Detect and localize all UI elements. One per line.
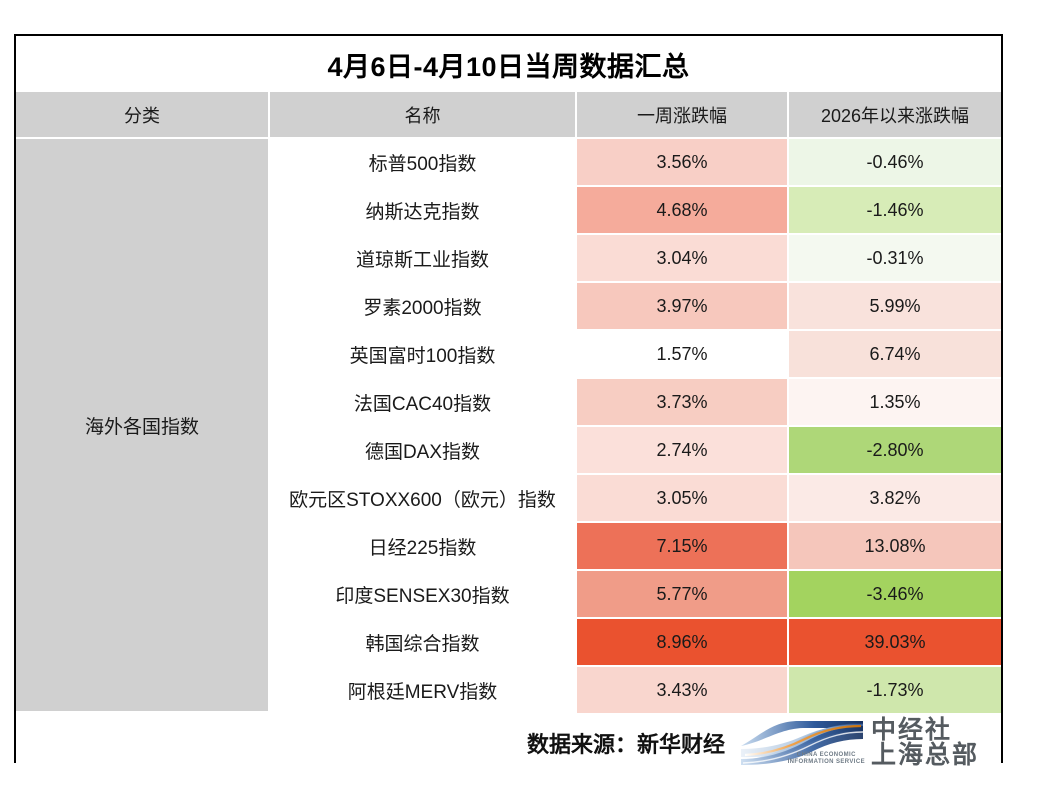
- index-name-cell: 韩国综合指数: [270, 619, 577, 667]
- table-row: 阿根廷MERV指数 3.43% -1.73%: [16, 667, 1001, 713]
- table-row: 法国CAC40指数 3.73% 1.35%: [16, 379, 1001, 427]
- ytd-change-cell: 39.03%: [789, 619, 1001, 667]
- summary-table-card: 4月6日-4月10日当周数据汇总 分类 名称 一周涨跌幅 2026年以来涨跌幅 …: [14, 34, 1003, 773]
- weekly-change-cell: 3.73%: [577, 379, 789, 427]
- ytd-change-cell: 6.74%: [789, 331, 1001, 379]
- ytd-change-cell: -0.31%: [789, 235, 1001, 283]
- index-name-cell: 印度SENSEX30指数: [270, 571, 577, 619]
- weekly-change-cell: 4.68%: [577, 187, 789, 235]
- table-row: 欧元区STOXX600（欧元）指数 3.05% 3.82%: [16, 475, 1001, 523]
- index-name-cell: 日经225指数: [270, 523, 577, 571]
- ytd-change-cell: -0.46%: [789, 139, 1001, 187]
- weekly-change-cell: 3.43%: [577, 667, 789, 713]
- index-name-cell: 纳斯达克指数: [270, 187, 577, 235]
- column-header-week: 一周涨跌幅: [577, 92, 789, 139]
- table-row: 印度SENSEX30指数 5.77% -3.46%: [16, 571, 1001, 619]
- table-row: 纳斯达克指数 4.68% -1.46%: [16, 187, 1001, 235]
- table-row: 道琼斯工业指数 3.04% -0.31%: [16, 235, 1001, 283]
- table-row: 海外各国指数 标普500指数 3.56% -0.46%: [16, 139, 1001, 713]
- weekly-change-cell: 3.04%: [577, 235, 789, 283]
- column-header-name: 名称: [270, 92, 577, 139]
- table-row: 德国DAX指数 2.74% -2.80%: [16, 427, 1001, 475]
- publisher-logo: CHINA ECONOMIC INFORMATION SERVICE 中经社 上…: [739, 715, 979, 769]
- table-row: 日经225指数 7.15% 13.08%: [16, 523, 1001, 571]
- weekly-change-cell: 3.56%: [577, 139, 789, 187]
- logo-cn-line1: 中经社: [870, 715, 952, 744]
- index-name-cell: 英国富时100指数: [270, 331, 577, 379]
- ytd-change-cell: -1.73%: [789, 667, 1001, 713]
- table-header: 分类 名称 一周涨跌幅 2026年以来涨跌幅: [16, 92, 1001, 139]
- ytd-change-cell: 5.99%: [789, 283, 1001, 331]
- index-name-cell: 道琼斯工业指数: [270, 235, 577, 283]
- logo-chinese-text: 中经社 上海总部: [870, 715, 979, 769]
- index-name-cell: 德国DAX指数: [270, 427, 577, 475]
- weekly-change-cell: 5.77%: [577, 571, 789, 619]
- category-cell: 海外各国指数: [16, 139, 270, 713]
- index-name-cell: 标普500指数: [270, 139, 577, 187]
- ytd-change-cell: -3.46%: [789, 571, 1001, 619]
- footer-row: 数据来源：新华财经: [16, 713, 1001, 773]
- ytd-change-cell: -2.80%: [789, 427, 1001, 475]
- market-summary-table: 分类 名称 一周涨跌幅 2026年以来涨跌幅 海外各国指数 标普500指数 3.56…: [16, 92, 1001, 713]
- weekly-change-cell: 8.96%: [577, 619, 789, 667]
- weekly-change-cell: 3.97%: [577, 283, 789, 331]
- table-row: 罗素2000指数 3.97% 5.99%: [16, 283, 1001, 331]
- table-row: 韩国综合指数 8.96% 39.03%: [16, 619, 1001, 667]
- ytd-change-cell: 1.35%: [789, 379, 1001, 427]
- weekly-change-cell: 3.05%: [577, 475, 789, 523]
- logo-en-line1: CHINA ECONOMIC: [796, 752, 856, 758]
- index-name-cell: 法国CAC40指数: [270, 379, 577, 427]
- data-source-label: 数据来源：新华财经: [526, 732, 725, 757]
- index-name-cell: 欧元区STOXX600（欧元）指数: [270, 475, 577, 523]
- logo-cn-line2: 上海总部: [870, 741, 979, 769]
- ytd-change-cell: -1.46%: [789, 187, 1001, 235]
- page-title: 4月6日-4月10日当周数据汇总: [327, 51, 690, 82]
- table-row: 英国富时100指数 1.57% 6.74%: [16, 331, 1001, 379]
- weekly-change-cell: 2.74%: [577, 427, 789, 475]
- table-body: 海外各国指数 标普500指数 3.56% -0.46% 纳斯达克指数 4.68% -1.46…: [16, 139, 1001, 713]
- ytd-change-cell: 13.08%: [789, 523, 1001, 571]
- header-row: 分类 名称 一周涨跌幅 2026年以来涨跌幅: [16, 92, 1001, 139]
- column-header-ytd: 2026年以来涨跌幅: [789, 92, 1001, 139]
- logo-en-line2: INFORMATION SERVICE: [787, 759, 865, 765]
- ytd-change-cell: 3.82%: [789, 475, 1001, 523]
- title-row: 4月6日-4月10日当周数据汇总: [16, 36, 1001, 92]
- swoosh-logo-icon: CHINA ECONOMIC INFORMATION SERVICE: [739, 719, 865, 767]
- column-header-category: 分类: [16, 92, 270, 139]
- weekly-change-cell: 7.15%: [577, 523, 789, 571]
- index-name-cell: 罗素2000指数: [270, 283, 577, 331]
- logo-english-text: CHINA ECONOMIC INFORMATION SERVICE: [788, 752, 865, 766]
- weekly-change-cell: 1.57%: [577, 331, 789, 379]
- index-name-cell: 阿根廷MERV指数: [270, 667, 577, 713]
